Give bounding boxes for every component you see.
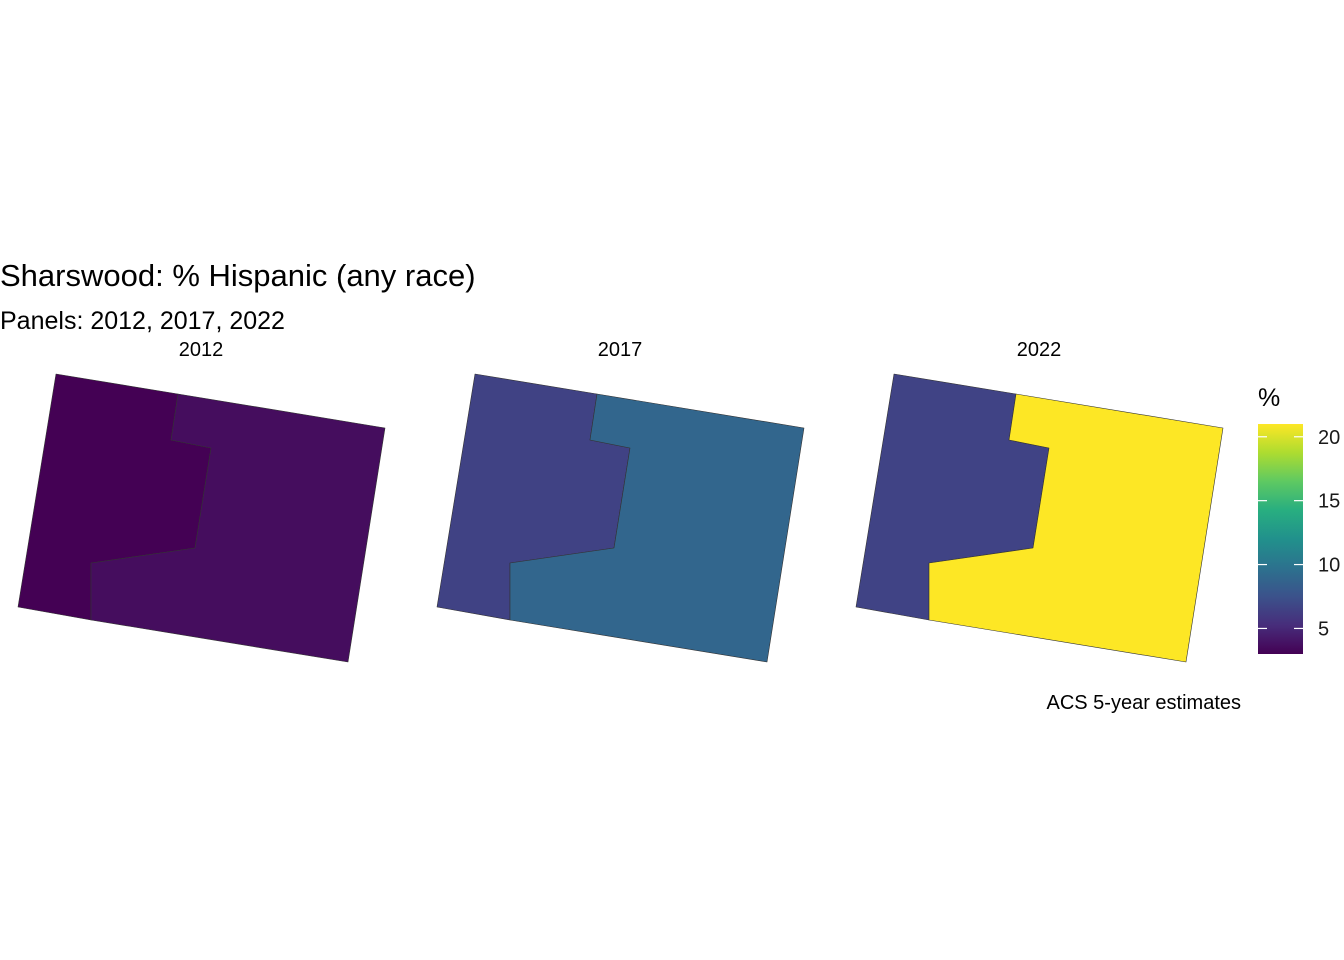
map-subtitle: Panels: 2012, 2017, 2022 [0,307,285,335]
legend-ticks: 5 10 15 20 [1258,427,1340,640]
facet-panel-2022: 2022 [855,339,1224,663]
legend-tick-label: 10 [1318,555,1340,577]
legend: % 5 10 15 20 [1258,384,1340,654]
facet-label: 2017 [598,339,643,361]
legend-title: % [1258,384,1280,412]
legend-tick-label: 20 [1318,427,1340,449]
legend-colorbar [1258,424,1303,654]
map-caption: ACS 5-year estimates [1046,692,1241,714]
map-title: Sharswood: % Hispanic (any race) [0,258,476,293]
legend-tick-label: 15 [1318,491,1340,513]
region-east-tract [90,393,386,663]
facet-panel-2017: 2017 [436,339,805,663]
facet-panel-2012: 2012 [17,339,386,663]
facet-panels: 2012 2017 2022 [17,339,1224,663]
region-east-tract [928,393,1224,663]
facet-label: 2022 [1017,339,1062,361]
facet-label: 2012 [179,339,224,361]
region-east-tract [509,393,805,663]
legend-tick-label: 5 [1318,618,1329,640]
